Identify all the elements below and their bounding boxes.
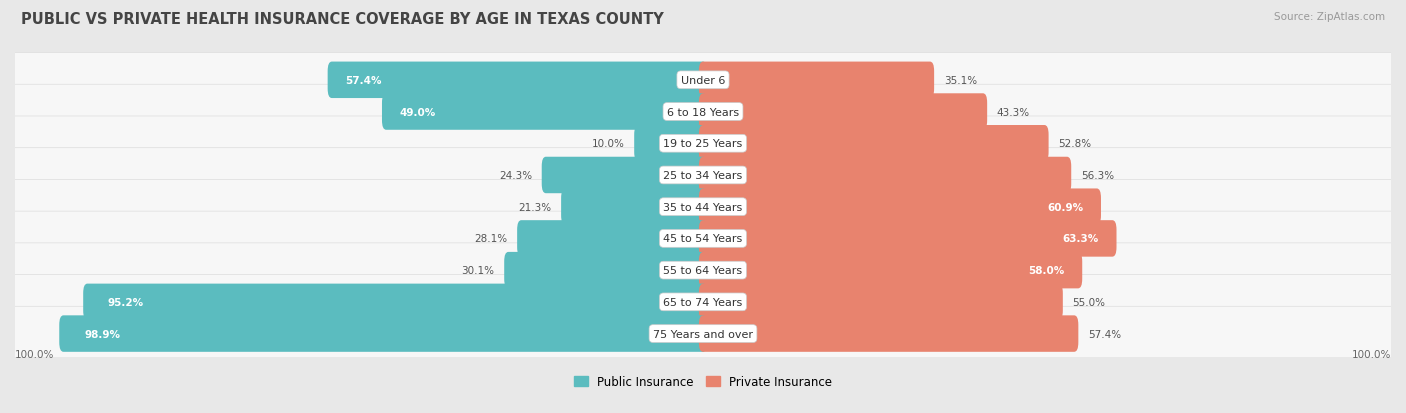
- FancyBboxPatch shape: [59, 316, 707, 352]
- Text: 65 to 74 Years: 65 to 74 Years: [664, 297, 742, 307]
- Text: 58.0%: 58.0%: [1028, 266, 1064, 275]
- Text: 30.1%: 30.1%: [461, 266, 495, 275]
- Text: 35 to 44 Years: 35 to 44 Years: [664, 202, 742, 212]
- FancyBboxPatch shape: [699, 316, 1078, 352]
- FancyBboxPatch shape: [699, 189, 1101, 225]
- FancyBboxPatch shape: [699, 221, 1116, 257]
- FancyBboxPatch shape: [8, 243, 1398, 298]
- Text: 43.3%: 43.3%: [997, 107, 1031, 117]
- FancyBboxPatch shape: [328, 62, 707, 99]
- FancyBboxPatch shape: [505, 252, 707, 289]
- FancyBboxPatch shape: [382, 94, 707, 131]
- Text: 57.4%: 57.4%: [346, 76, 382, 85]
- FancyBboxPatch shape: [561, 189, 707, 225]
- FancyBboxPatch shape: [634, 126, 707, 162]
- FancyBboxPatch shape: [699, 126, 1049, 162]
- Text: 19 to 25 Years: 19 to 25 Years: [664, 139, 742, 149]
- Text: Source: ZipAtlas.com: Source: ZipAtlas.com: [1274, 12, 1385, 22]
- FancyBboxPatch shape: [8, 85, 1398, 140]
- Text: 28.1%: 28.1%: [474, 234, 508, 244]
- Legend: Public Insurance, Private Insurance: Public Insurance, Private Insurance: [574, 375, 832, 388]
- FancyBboxPatch shape: [699, 252, 1083, 289]
- Text: 21.3%: 21.3%: [519, 202, 551, 212]
- Text: 60.9%: 60.9%: [1047, 202, 1083, 212]
- Text: 45 to 54 Years: 45 to 54 Years: [664, 234, 742, 244]
- Text: 56.3%: 56.3%: [1081, 171, 1114, 180]
- Text: 35.1%: 35.1%: [943, 76, 977, 85]
- FancyBboxPatch shape: [8, 211, 1398, 266]
- FancyBboxPatch shape: [699, 284, 1063, 320]
- Text: 75 Years and over: 75 Years and over: [652, 329, 754, 339]
- Text: 98.9%: 98.9%: [84, 329, 120, 339]
- Text: 100.0%: 100.0%: [1351, 349, 1391, 359]
- FancyBboxPatch shape: [699, 157, 1071, 194]
- FancyBboxPatch shape: [8, 53, 1398, 108]
- Text: 10.0%: 10.0%: [592, 139, 624, 149]
- FancyBboxPatch shape: [83, 284, 707, 320]
- FancyBboxPatch shape: [699, 94, 987, 131]
- Text: Under 6: Under 6: [681, 76, 725, 85]
- FancyBboxPatch shape: [8, 117, 1398, 171]
- FancyBboxPatch shape: [8, 180, 1398, 235]
- Text: 25 to 34 Years: 25 to 34 Years: [664, 171, 742, 180]
- Text: 24.3%: 24.3%: [499, 171, 531, 180]
- FancyBboxPatch shape: [8, 306, 1398, 361]
- Text: 55.0%: 55.0%: [1073, 297, 1105, 307]
- Text: 63.3%: 63.3%: [1063, 234, 1098, 244]
- Text: 52.8%: 52.8%: [1059, 139, 1091, 149]
- Text: 95.2%: 95.2%: [108, 297, 143, 307]
- Text: 49.0%: 49.0%: [399, 107, 436, 117]
- FancyBboxPatch shape: [8, 148, 1398, 203]
- FancyBboxPatch shape: [517, 221, 707, 257]
- Text: 100.0%: 100.0%: [15, 349, 55, 359]
- FancyBboxPatch shape: [8, 275, 1398, 329]
- Text: PUBLIC VS PRIVATE HEALTH INSURANCE COVERAGE BY AGE IN TEXAS COUNTY: PUBLIC VS PRIVATE HEALTH INSURANCE COVER…: [21, 12, 664, 27]
- Text: 55 to 64 Years: 55 to 64 Years: [664, 266, 742, 275]
- FancyBboxPatch shape: [541, 157, 707, 194]
- FancyBboxPatch shape: [699, 62, 934, 99]
- Text: 57.4%: 57.4%: [1088, 329, 1121, 339]
- Text: 6 to 18 Years: 6 to 18 Years: [666, 107, 740, 117]
